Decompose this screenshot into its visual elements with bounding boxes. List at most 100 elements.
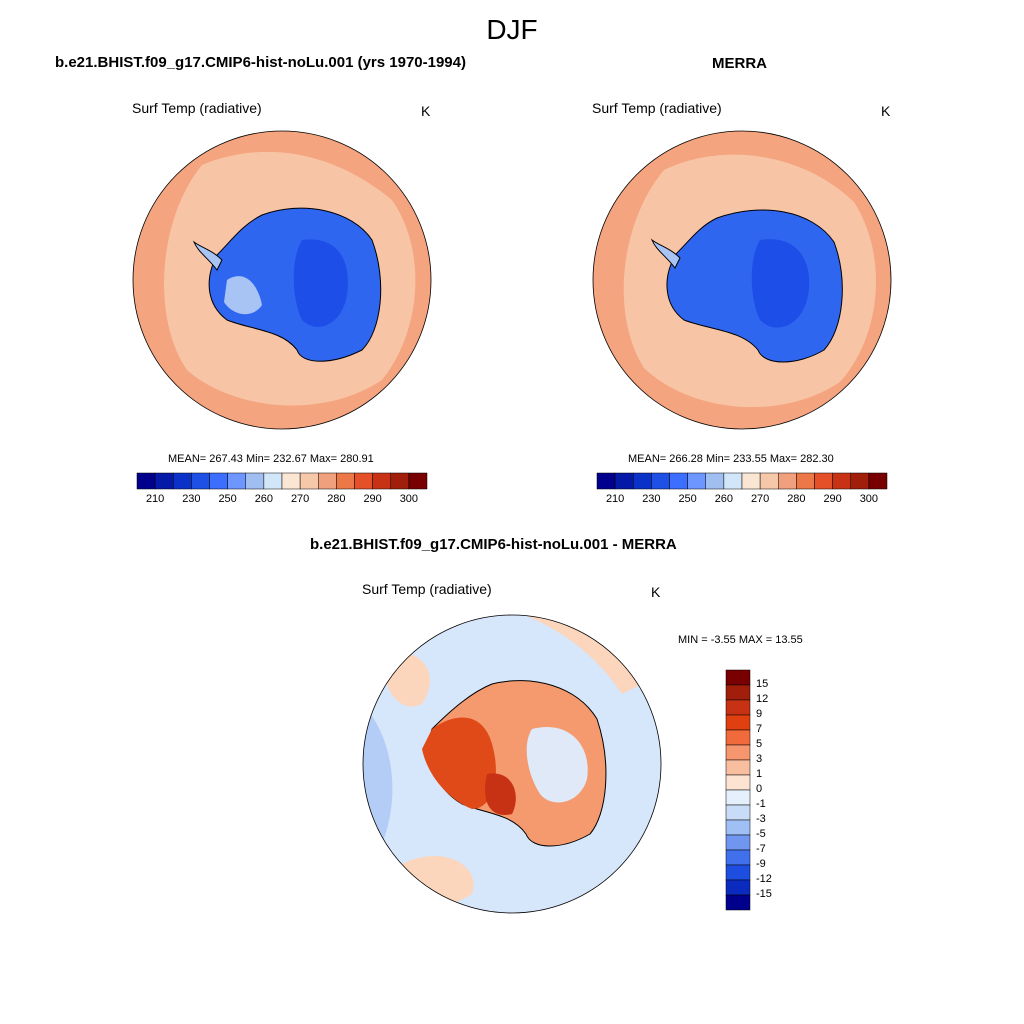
colorbar-swatch <box>318 472 337 490</box>
panel1-colorbar <box>136 472 428 490</box>
colorbar-tick-label: 230 <box>642 493 661 505</box>
colorbar-tick-label: 9 <box>756 708 763 720</box>
colorbar-swatch <box>281 472 301 490</box>
colorbar-swatch <box>725 669 751 686</box>
colorbar-swatch <box>725 729 751 746</box>
colorbar-tick-label: -15 <box>756 888 772 900</box>
panel3-hotspot <box>422 717 496 809</box>
colorbar-tick-label: 7 <box>756 723 763 735</box>
panel3-title: b.e21.BHIST.f09_g17.CMIP6-hist-noLu.001 … <box>310 536 677 553</box>
colorbar-tick-label: 300 <box>399 493 419 505</box>
panel1-interior <box>293 239 348 327</box>
colorbar-swatch <box>725 864 751 881</box>
colorbar-swatch <box>759 472 779 490</box>
colorbar-tick-label: -5 <box>756 828 766 840</box>
panel3-hotspot <box>484 773 516 815</box>
colorbar-swatch <box>725 714 751 731</box>
colorbar-tick-label: 210 <box>145 493 165 505</box>
colorbar-tick-label: 300 <box>859 493 879 505</box>
panel2-colorbar <box>596 472 888 490</box>
colorbar-swatch <box>850 472 870 490</box>
colorbar-tick-label: 270 <box>750 493 770 505</box>
colorbar-tick-label: -7 <box>756 843 766 855</box>
colorbar-swatch <box>687 472 706 490</box>
colorbar-swatch <box>725 819 751 836</box>
panel3-cool-interior <box>526 727 588 803</box>
panel3-colorbar-ticks: 15 12 9 7 5 3 1 0 -1 -3 -5 -7 -9 -12 -15 <box>756 670 806 910</box>
colorbar-tick-label: 1 <box>756 768 763 780</box>
page-title: DJF <box>486 14 538 45</box>
colorbar-tick-label: 290 <box>823 493 842 505</box>
panel3-units: K <box>651 584 661 600</box>
panel3-stats: MIN = -3.55 MAX = 13.55 <box>678 634 803 646</box>
colorbar-swatch <box>191 472 210 490</box>
colorbar-swatch <box>408 472 428 490</box>
colorbar-tick-label: 280 <box>327 493 346 505</box>
colorbar-swatch <box>778 472 797 490</box>
colorbar-swatch <box>725 699 751 716</box>
colorbar-swatch <box>245 472 265 490</box>
colorbar-tick-label: 12 <box>756 693 769 705</box>
colorbar-tick-label: -9 <box>756 858 766 870</box>
colorbar-swatch <box>596 472 616 490</box>
panel2-title: MERRA <box>712 55 767 72</box>
panel1-units: K <box>421 103 431 119</box>
colorbar-swatch <box>725 879 751 896</box>
colorbar-swatch <box>725 894 751 911</box>
colorbar-swatch <box>173 472 192 490</box>
colorbar-swatch <box>651 472 670 490</box>
colorbar-swatch <box>868 472 888 490</box>
colorbar-swatch <box>725 849 751 866</box>
colorbar-swatch <box>725 834 751 851</box>
colorbar-tick-label: -3 <box>756 813 766 825</box>
colorbar-tick-label: -12 <box>756 873 772 885</box>
colorbar-swatch <box>723 472 743 490</box>
panel1-title: b.e21.BHIST.f09_g17.CMIP6-hist-noLu.001 … <box>55 54 466 71</box>
panel2-units: K <box>881 103 891 119</box>
colorbar-swatch <box>725 744 751 761</box>
colorbar-tick-label: 260 <box>254 493 274 505</box>
colorbar-swatch <box>336 472 355 490</box>
panel2-variable: Surf Temp (radiative) <box>592 100 722 116</box>
colorbar-swatch <box>390 472 410 490</box>
panel2-peninsula <box>650 238 681 269</box>
colorbar-swatch <box>209 472 228 490</box>
colorbar-swatch <box>299 472 319 490</box>
colorbar-swatch <box>614 472 634 490</box>
colorbar-tick-label: 250 <box>678 493 697 505</box>
colorbar-swatch <box>725 774 751 791</box>
panel3-variable: Surf Temp (radiative) <box>362 581 492 597</box>
colorbar-tick-label: 5 <box>756 738 763 750</box>
panel1-colorbar-ticks: 210 230 250 260 270 280 290 300 <box>137 493 427 507</box>
panel1-west-ice <box>224 276 262 315</box>
colorbar-tick-label: 260 <box>714 493 734 505</box>
colorbar-swatch <box>832 472 851 490</box>
colorbar-swatch <box>741 472 761 490</box>
colorbar-swatch <box>263 472 283 490</box>
colorbar-tick-label: 250 <box>218 493 237 505</box>
panel1-peninsula <box>192 240 223 271</box>
colorbar-tick-label: 290 <box>363 493 382 505</box>
colorbar-swatch <box>796 472 815 490</box>
colorbar-tick-label: 15 <box>756 678 769 690</box>
panel3-map <box>362 614 662 914</box>
colorbar-tick-label: 3 <box>756 753 763 765</box>
colorbar-swatch <box>354 472 373 490</box>
colorbar-swatch <box>136 472 156 490</box>
colorbar-swatch <box>154 472 174 490</box>
colorbar-swatch <box>669 472 688 490</box>
panel1-map <box>132 130 432 430</box>
colorbar-swatch <box>725 789 751 806</box>
panel2-map <box>592 130 892 430</box>
colorbar-swatch <box>633 472 652 490</box>
colorbar-swatch <box>705 472 725 490</box>
colorbar-swatch <box>372 472 391 490</box>
colorbar-tick-label: 230 <box>182 493 201 505</box>
panel2-stats: MEAN= 266.28 Min= 233.55 Max= 282.30 <box>628 453 834 465</box>
colorbar-swatch <box>725 759 751 776</box>
colorbar-swatch <box>814 472 833 490</box>
colorbar-tick-label: 280 <box>787 493 806 505</box>
panel2-colorbar-ticks: 210 230 250 260 270 280 290 300 <box>597 493 887 507</box>
colorbar-swatch <box>227 472 246 490</box>
colorbar-swatch <box>725 804 751 821</box>
